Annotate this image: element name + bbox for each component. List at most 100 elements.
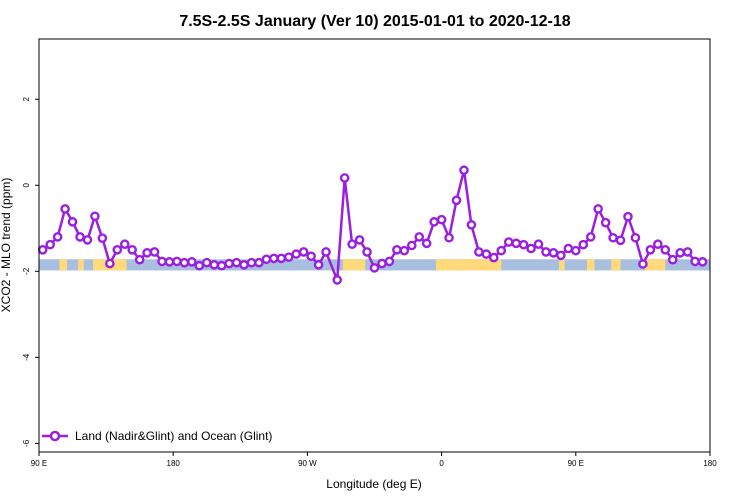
data-point (313, 260, 324, 270)
data-point (37, 245, 48, 255)
data-point (697, 257, 708, 267)
legend: Land (Nadir&Glint) and Ocean (Glint) (42, 429, 272, 443)
data-point (571, 245, 581, 256)
data-point (399, 245, 410, 256)
data-point (682, 247, 693, 257)
land-band-segment (342, 259, 366, 271)
data-point (585, 232, 596, 242)
data-point (556, 250, 566, 261)
land-band-segment (59, 259, 67, 271)
data-point (112, 245, 123, 255)
x-tick-label: 0 (439, 459, 444, 468)
land-band-segment (586, 259, 595, 271)
data-point (414, 232, 425, 242)
land-band-segment (644, 259, 666, 271)
y-axis-ticks: 2 0 -2 -4 -6 (22, 96, 39, 447)
data-point (45, 239, 55, 250)
data-point (201, 257, 212, 268)
x-axis-ticks: 90 E 180 90 W 0 90 E 180 (31, 452, 717, 468)
land-band-segment (611, 259, 621, 271)
data-point (347, 239, 357, 250)
data-point (187, 257, 197, 267)
data-point (608, 232, 618, 243)
x-tick-label: 180 (703, 459, 717, 468)
data-point (421, 238, 432, 249)
data-point (291, 249, 302, 259)
data-point (533, 239, 544, 250)
y-tick-label: 2 (22, 96, 31, 101)
data-point (578, 239, 589, 250)
legend-entry: Land (Nadir&Glint) and Ocean (Glint) (75, 429, 272, 443)
data-point (481, 249, 492, 259)
y-axis-label: XCO2 - MLO trend (ppm) (0, 178, 13, 313)
data-point (67, 217, 78, 227)
data-point (518, 239, 529, 250)
data-point (179, 257, 190, 268)
data-point (224, 258, 234, 269)
data-point (269, 253, 279, 264)
data-point (377, 258, 387, 269)
data-point (541, 247, 551, 257)
data-point (548, 248, 559, 258)
data-point (459, 165, 469, 176)
y-tick-label: -4 (22, 353, 31, 361)
data-point (444, 232, 454, 243)
data-point (667, 254, 678, 265)
data-point (246, 257, 257, 268)
y-tick-label: 0 (22, 182, 31, 187)
data-point (593, 204, 603, 214)
x-tick-label: 90 E (568, 459, 584, 468)
land-band-segment (124, 259, 127, 271)
data-point (488, 252, 499, 263)
x-axis-label: Longitude (deg E) (326, 477, 421, 491)
data-point (142, 248, 152, 258)
data-point (526, 243, 536, 254)
data-point (209, 260, 220, 270)
data-point (638, 259, 648, 269)
data-point (127, 245, 137, 255)
data-point (216, 260, 227, 271)
data-point (52, 232, 63, 242)
data-point (496, 245, 507, 256)
data-point (306, 251, 316, 262)
data-point (436, 214, 447, 225)
data-point (623, 211, 633, 222)
chart-title: 7.5S-2.5S January (Ver 10) 2015-01-01 to… (179, 13, 570, 30)
data-point (690, 256, 700, 267)
x-tick-label: 90 E (31, 459, 47, 468)
data-point (134, 254, 145, 265)
y-tick-label: -6 (22, 439, 31, 447)
data-point (164, 257, 175, 267)
data-point (615, 235, 626, 246)
land-band-segment (436, 259, 491, 271)
plot-frame (38, 38, 711, 453)
data-point (503, 237, 514, 247)
data-point (675, 248, 685, 258)
data-point (149, 247, 160, 257)
data-point (630, 232, 641, 243)
data-point (298, 247, 309, 257)
data-point (354, 235, 365, 245)
data-point (429, 217, 439, 227)
data-point (231, 257, 242, 268)
data-point (105, 258, 115, 269)
data-point (339, 173, 350, 183)
data-point (157, 256, 167, 267)
data-point (321, 247, 331, 257)
data-point (172, 256, 182, 267)
data-point (653, 239, 663, 250)
data-point (60, 204, 70, 214)
data-point (406, 240, 417, 251)
data-point (563, 243, 574, 254)
data-point (600, 217, 611, 228)
legend-marker-swatch (49, 430, 61, 442)
x-tick-label: 180 (167, 459, 181, 468)
data-point (362, 247, 372, 257)
data-point (239, 260, 249, 270)
data-point (645, 245, 656, 255)
data-point (451, 195, 462, 206)
data-point (283, 252, 294, 262)
data-point (261, 254, 272, 265)
data-point (392, 245, 402, 255)
